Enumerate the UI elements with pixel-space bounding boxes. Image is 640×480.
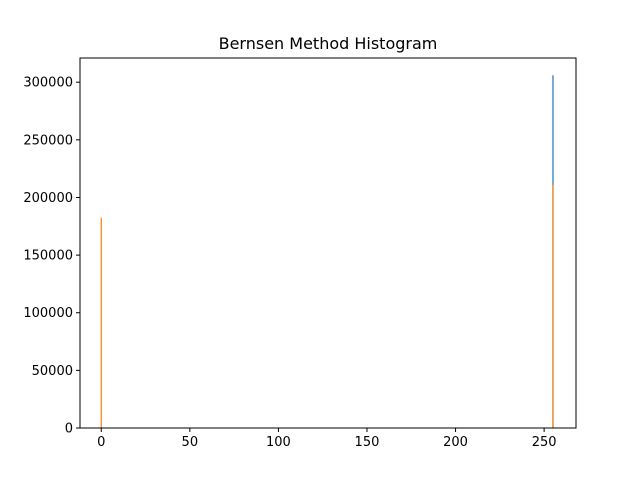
x-axis: 0 50 100 150 200 250 [97, 428, 557, 450]
x-tick-label: 0 [97, 435, 105, 450]
bar-series1-x255 [552, 184, 554, 428]
x-tick-label: 50 [182, 435, 199, 450]
x-tick-label: 150 [355, 435, 380, 450]
x-tick-label: 250 [532, 435, 557, 450]
x-tick-label: 200 [443, 435, 468, 450]
y-tick-label: 250000 [23, 133, 73, 148]
y-tick-label: 200000 [23, 191, 73, 206]
chart-title: Bernsen Method Histogram [219, 34, 438, 53]
bars-layer [100, 75, 554, 428]
y-tick-label: 0 [65, 422, 73, 437]
y-axis: 0 50000 100000 150000 200000 250000 300000 [23, 76, 80, 437]
y-tick-label: 50000 [32, 364, 73, 379]
y-tick-label: 150000 [23, 249, 73, 264]
y-tick-label: 100000 [23, 306, 73, 321]
x-tick-label: 100 [266, 435, 291, 450]
y-tick-label: 300000 [23, 76, 73, 91]
bar-series1-x0 [100, 217, 102, 428]
plot-frame [79, 57, 577, 429]
